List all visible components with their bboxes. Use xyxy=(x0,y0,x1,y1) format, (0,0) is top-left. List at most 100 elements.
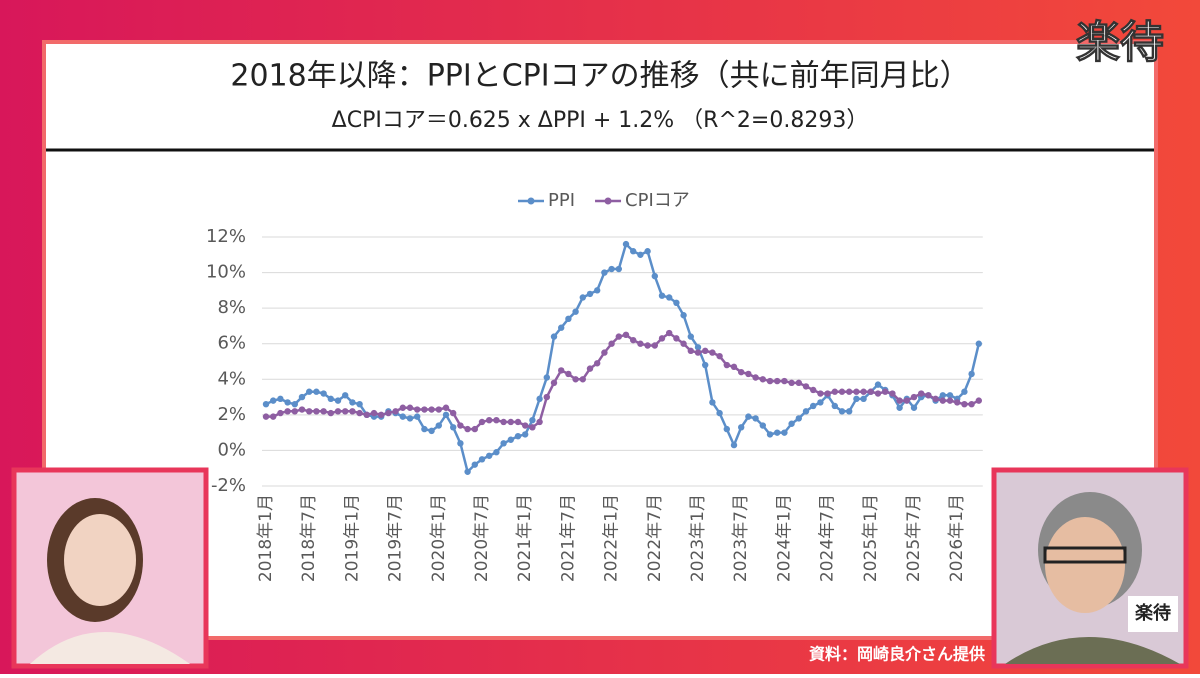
legend-label: CPIコア xyxy=(625,190,690,211)
point xyxy=(932,395,939,403)
point xyxy=(961,388,968,395)
point xyxy=(363,411,370,419)
point xyxy=(291,400,298,408)
source-note: 資料：岡崎良介さん提供 xyxy=(809,645,985,664)
glasses xyxy=(1043,546,1127,564)
point xyxy=(795,379,802,387)
x-tick-label: 2024年1月 xyxy=(774,494,794,582)
point xyxy=(802,383,810,390)
point xyxy=(392,408,399,415)
point xyxy=(738,368,745,376)
logo: 楽待 xyxy=(1076,17,1164,68)
panel xyxy=(42,40,1158,640)
point xyxy=(572,376,579,383)
point xyxy=(406,404,414,411)
point xyxy=(284,408,291,415)
point xyxy=(342,392,349,399)
legend-marker xyxy=(527,197,535,205)
point xyxy=(457,440,464,447)
point xyxy=(435,422,442,429)
point xyxy=(334,397,342,404)
point xyxy=(486,416,493,424)
point xyxy=(421,425,428,433)
x-tick-label: 2021年7月 xyxy=(558,494,578,582)
point xyxy=(903,397,910,404)
x-tick-label: 2023年1月 xyxy=(688,494,708,582)
point xyxy=(752,374,759,381)
point xyxy=(320,390,327,397)
point xyxy=(637,340,644,347)
point xyxy=(630,248,637,255)
point xyxy=(565,315,572,323)
video-right: 楽待 xyxy=(991,467,1189,669)
point xyxy=(644,342,651,349)
point xyxy=(572,308,579,315)
point xyxy=(774,429,781,436)
point xyxy=(687,347,694,355)
point xyxy=(450,424,457,431)
point xyxy=(788,420,795,427)
point xyxy=(471,461,478,468)
point xyxy=(975,340,982,347)
point xyxy=(745,413,752,420)
x-tick-label: 2021年1月 xyxy=(515,494,535,582)
point xyxy=(270,413,277,420)
point xyxy=(723,425,730,433)
x-tick-label: 2025年1月 xyxy=(861,494,881,582)
point xyxy=(601,349,608,356)
point xyxy=(399,404,406,411)
logo-box xyxy=(1128,596,1178,632)
point xyxy=(709,399,716,406)
point xyxy=(752,415,759,422)
point xyxy=(385,409,392,417)
y-tick-label: 4% xyxy=(217,368,246,389)
point xyxy=(622,331,630,339)
point xyxy=(370,409,378,417)
point xyxy=(471,425,478,433)
point xyxy=(529,424,536,431)
point xyxy=(766,431,774,438)
point xyxy=(428,427,435,435)
point xyxy=(514,433,522,440)
point xyxy=(500,440,507,447)
point xyxy=(939,392,946,399)
point xyxy=(298,393,306,401)
point xyxy=(594,287,601,294)
point xyxy=(579,376,586,383)
point xyxy=(658,292,666,299)
point xyxy=(262,413,270,420)
face xyxy=(64,514,136,606)
point xyxy=(594,360,601,367)
point xyxy=(946,397,954,404)
point xyxy=(687,333,694,340)
point xyxy=(262,400,270,408)
point xyxy=(442,404,450,411)
point xyxy=(442,411,450,419)
point xyxy=(910,404,918,411)
point xyxy=(838,408,846,415)
x-tick-label: 2023年7月 xyxy=(731,494,751,582)
point xyxy=(874,390,882,397)
point xyxy=(680,312,687,319)
point xyxy=(918,390,925,397)
point xyxy=(500,418,507,426)
point xyxy=(291,408,298,415)
point xyxy=(457,422,464,429)
point xyxy=(853,395,860,403)
y-tick-label: 6% xyxy=(217,333,246,354)
point xyxy=(817,399,824,406)
point xyxy=(298,406,306,413)
x-tick-label: 2022年7月 xyxy=(645,494,665,582)
point xyxy=(622,240,630,248)
point xyxy=(882,388,889,395)
point xyxy=(579,294,586,301)
y-tick-label: 2% xyxy=(217,404,246,425)
point xyxy=(270,397,277,404)
point xyxy=(450,409,457,417)
point xyxy=(666,294,673,301)
point xyxy=(486,452,493,459)
x-tick-label: 2020年7月 xyxy=(472,494,492,582)
point xyxy=(831,402,838,410)
point xyxy=(601,269,608,276)
point xyxy=(709,349,716,356)
